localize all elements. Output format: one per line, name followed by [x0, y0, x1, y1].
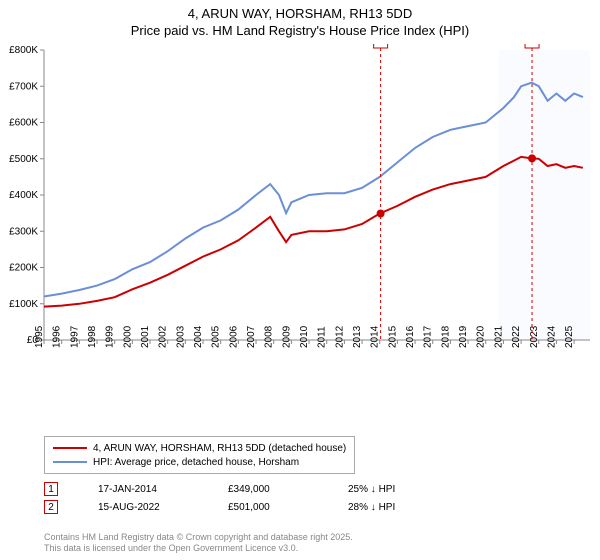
x-tick-label: 2000 — [122, 325, 133, 348]
legend-label: 4, ARUN WAY, HORSHAM, RH13 5DD (detached… — [93, 443, 346, 454]
y-tick-label: £500K — [9, 154, 38, 165]
y-tick-label: £600K — [9, 118, 38, 129]
title-line-1: 4, ARUN WAY, HORSHAM, RH13 5DD — [0, 6, 600, 21]
sale-marker-number: 1 — [378, 44, 384, 47]
sale-marker-number: 2 — [529, 44, 535, 47]
x-tick-label: 2007 — [246, 325, 257, 348]
x-tick-label: 2021 — [493, 325, 504, 348]
sale-price: £349,000 — [228, 484, 308, 495]
x-tick-label: 2012 — [334, 325, 345, 348]
sale-badge: 2 — [44, 500, 58, 514]
legend-swatch — [53, 461, 87, 463]
title-line-2: Price paid vs. HM Land Registry's House … — [0, 23, 600, 38]
x-tick-label: 2019 — [458, 325, 469, 348]
x-tick-label: 2010 — [299, 325, 310, 348]
x-tick-label: 1995 — [34, 325, 45, 348]
x-tick-label: 2003 — [175, 325, 186, 348]
legend-item: HPI: Average price, detached house, Hors… — [53, 455, 346, 469]
y-tick-label: £100K — [9, 299, 38, 310]
x-tick-label: 2001 — [140, 325, 151, 348]
legend-swatch — [53, 447, 87, 449]
y-tick-label: £700K — [9, 81, 38, 92]
legend-item: 4, ARUN WAY, HORSHAM, RH13 5DD (detached… — [53, 441, 346, 455]
x-tick-label: 2018 — [440, 325, 451, 348]
sale-price: £501,000 — [228, 502, 308, 513]
sale-date: 17-JAN-2014 — [98, 484, 188, 495]
x-tick-label: 2016 — [405, 325, 416, 348]
y-tick-label: £800K — [9, 45, 38, 56]
legend-label: HPI: Average price, detached house, Hors… — [93, 457, 299, 468]
sale-date: 15-AUG-2022 — [98, 502, 188, 513]
sale-row: 2 15-AUG-2022 £501,000 28% ↓ HPI — [44, 498, 438, 516]
y-tick-label: £400K — [9, 190, 38, 201]
x-tick-label: 2025 — [564, 325, 575, 348]
x-tick-label: 2002 — [158, 325, 169, 348]
sale-row: 1 17-JAN-2014 £349,000 25% ↓ HPI — [44, 480, 438, 498]
x-tick-label: 2013 — [352, 325, 363, 348]
x-tick-label: 1999 — [105, 325, 116, 348]
x-tick-label: 2009 — [281, 325, 292, 348]
x-tick-label: 2014 — [370, 325, 381, 348]
x-tick-label: 2017 — [423, 325, 434, 348]
sales-table: 1 17-JAN-2014 £349,000 25% ↓ HPI 2 15-AUG-202… — [44, 480, 438, 516]
x-tick-label: 2020 — [476, 325, 487, 348]
x-tick-label: 2011 — [317, 326, 328, 348]
x-tick-label: 2004 — [193, 325, 204, 348]
chart-title-block: 4, ARUN WAY, HORSHAM, RH13 5DD Price pai… — [0, 0, 600, 38]
footer-line-1: Contains HM Land Registry data © Crown c… — [44, 532, 353, 543]
legend: 4, ARUN WAY, HORSHAM, RH13 5DD (detached… — [44, 436, 355, 474]
y-tick-label: £200K — [9, 263, 38, 274]
x-tick-label: 1998 — [87, 325, 98, 348]
x-tick-label: 1997 — [69, 325, 80, 348]
x-tick-label: 2015 — [387, 325, 398, 348]
footer-line-2: This data is licensed under the Open Gov… — [44, 543, 353, 554]
x-tick-label: 1996 — [52, 325, 63, 348]
line-chart-svg: £0£100K£200K£300K£400K£500K£600K£700K£80… — [0, 44, 600, 394]
y-tick-label: £300K — [9, 226, 38, 237]
x-tick-label: 2022 — [511, 325, 522, 348]
x-tick-label: 2005 — [211, 325, 222, 348]
x-tick-label: 2024 — [546, 325, 557, 348]
footer-attribution: Contains HM Land Registry data © Crown c… — [44, 532, 353, 555]
chart-area: £0£100K£200K£300K£400K£500K£600K£700K£80… — [0, 44, 600, 394]
sale-hpi-delta: 28% ↓ HPI — [348, 502, 438, 513]
x-tick-label: 2008 — [264, 325, 275, 348]
x-tick-label: 2006 — [228, 325, 239, 348]
sale-badge: 1 — [44, 482, 58, 496]
sale-hpi-delta: 25% ↓ HPI — [348, 484, 438, 495]
x-tick-label: 2023 — [529, 325, 540, 348]
